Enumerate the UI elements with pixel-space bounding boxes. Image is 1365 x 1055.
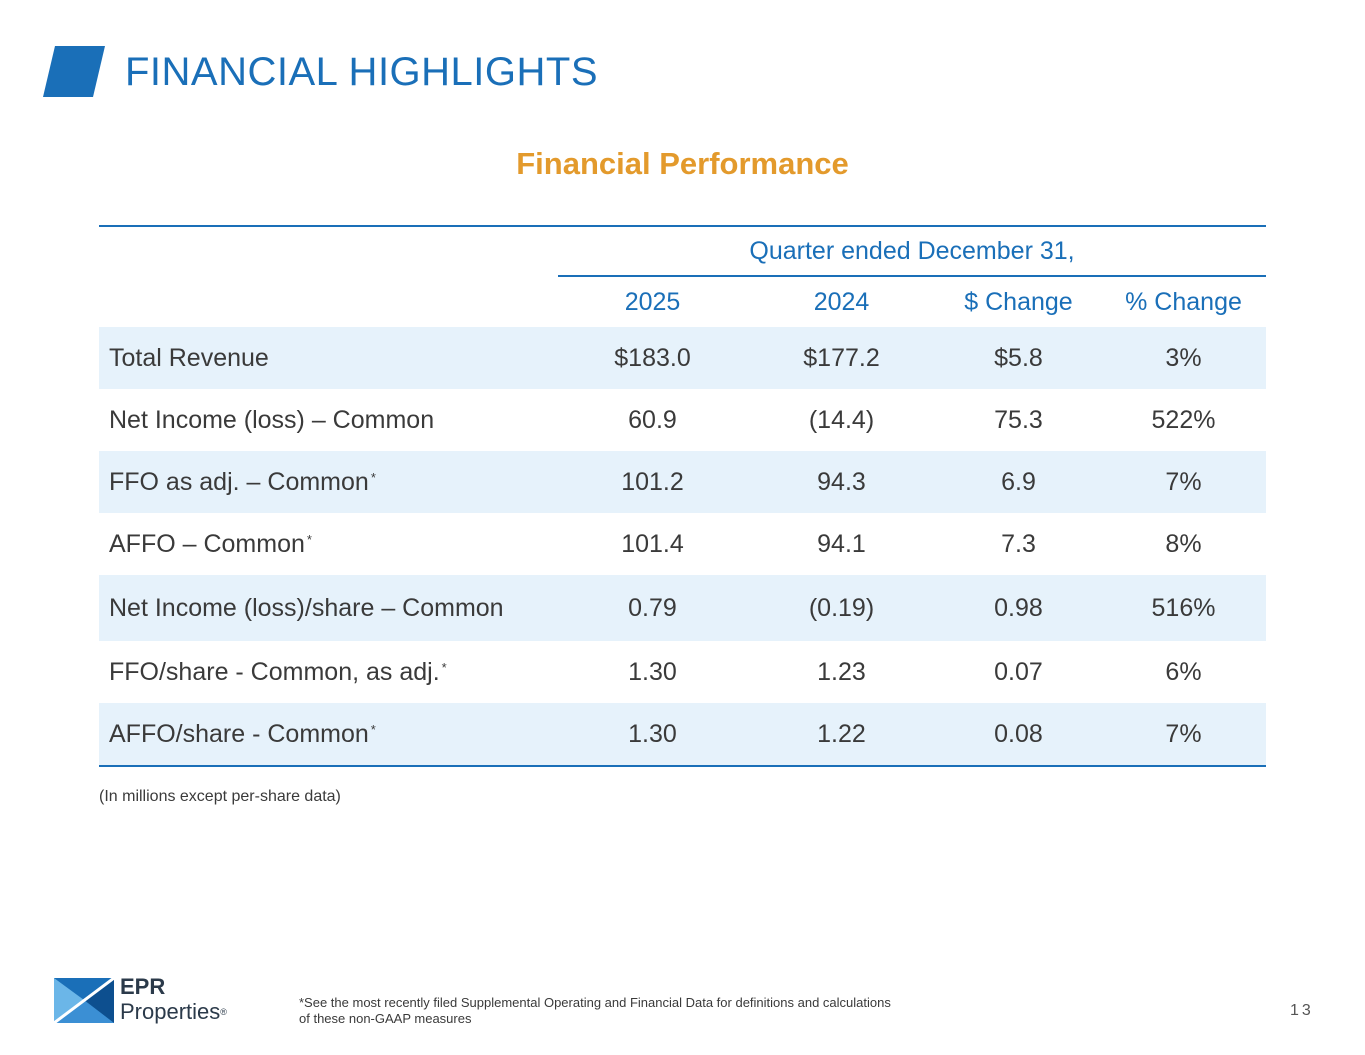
row-label: FFO/share - Common, as adj. * xyxy=(109,658,447,686)
table-row: Net Income (loss) – Common 60.9 (14.4) 7… xyxy=(99,389,1266,451)
registered-mark: ® xyxy=(220,1007,227,1017)
row-label: Total Revenue xyxy=(99,327,558,389)
cell-value: (14.4) xyxy=(808,405,875,434)
footnote-marker: * xyxy=(441,660,447,675)
table-row: FFO as adj. – Common * 101.2 94.3 6.9 7% xyxy=(99,451,1266,513)
footnote-marker: * xyxy=(370,722,376,737)
row-label: FFO as adj. – Common * xyxy=(99,451,558,513)
cell-value: 1.23 xyxy=(817,657,866,686)
cell-value: 7% xyxy=(1101,703,1266,767)
footnote-marker: * xyxy=(306,532,312,547)
cell-value: $5.8 xyxy=(936,327,1101,389)
cell-value: 1.30 xyxy=(628,657,677,686)
cell-value: 1.30 xyxy=(558,703,747,767)
page-title: FINANCIAL HIGHLIGHTS xyxy=(125,50,599,94)
header-spacer xyxy=(99,276,558,327)
row-label: Net Income (loss) – Common xyxy=(109,406,435,434)
row-label: Net Income (loss)/share – Common xyxy=(99,575,558,641)
cell-value: 0.79 xyxy=(558,575,747,641)
brand-subname: Properties® xyxy=(120,999,227,1024)
section-title: Financial Performance xyxy=(516,146,849,181)
header-spacer xyxy=(99,225,558,276)
footnote: *See the most recently filed Supplementa… xyxy=(299,995,1019,1027)
cell-value: 94.1 xyxy=(817,529,866,558)
row-label: AFFO – Common * xyxy=(109,530,312,558)
cell-value: $183.0 xyxy=(558,327,747,389)
cell-value: 3% xyxy=(1101,327,1266,389)
column-header: 2025 xyxy=(624,287,681,316)
epr-logo-icon xyxy=(54,978,114,1023)
cell-value: 101.2 xyxy=(558,451,747,513)
cell-value: 1.22 xyxy=(747,703,936,767)
table-row: FFO/share - Common, as adj. * 1.30 1.23 0… xyxy=(99,641,1266,703)
column-header: $ Change xyxy=(964,287,1073,316)
cell-value: 0.07 xyxy=(994,657,1043,686)
cell-value: 6% xyxy=(1165,657,1202,686)
page-number: 13 xyxy=(1290,1002,1314,1019)
financial-performance-table: Quarter ended December 31, 2025 2024 $ C… xyxy=(99,225,1266,767)
cell-value: 7% xyxy=(1101,451,1266,513)
cell-value: 0.08 xyxy=(936,703,1101,767)
period-header: Quarter ended December 31, xyxy=(558,225,1266,277)
table-row: Net Income (loss)/share – Common 0.79 (0… xyxy=(99,575,1266,641)
cell-value: $177.2 xyxy=(747,327,936,389)
footnote-line: of these non-GAAP measures xyxy=(299,1011,472,1026)
table-row: AFFO – Common * 101.4 94.1 7.3 8% xyxy=(99,513,1266,575)
cell-value: (0.19) xyxy=(747,575,936,641)
cell-value: 6.9 xyxy=(936,451,1101,513)
cell-value: 60.9 xyxy=(628,405,677,434)
cell-value: 94.3 xyxy=(747,451,936,513)
column-header: 2024 xyxy=(813,287,870,316)
cell-value: 101.4 xyxy=(621,529,684,558)
cell-value: 75.3 xyxy=(994,405,1043,434)
footnote-marker: * xyxy=(370,470,376,485)
units-note: (In millions except per-share data) xyxy=(99,788,341,805)
table-row: AFFO/share - Common * 1.30 1.22 0.08 7% xyxy=(99,703,1266,767)
cell-value: 8% xyxy=(1165,529,1202,558)
column-header: % Change xyxy=(1125,287,1242,316)
cell-value: 516% xyxy=(1101,575,1266,641)
title-accent-shape xyxy=(43,46,105,97)
cell-value: 7.3 xyxy=(1001,529,1036,558)
row-label: AFFO/share - Common * xyxy=(99,703,558,767)
table-row: Total Revenue $183.0 $177.2 $5.8 3% xyxy=(99,327,1266,389)
cell-value: 0.98 xyxy=(936,575,1101,641)
brand-name: EPR xyxy=(120,974,166,999)
cell-value: 522% xyxy=(1151,405,1216,434)
footnote-line: *See the most recently filed Supplementa… xyxy=(299,995,891,1010)
